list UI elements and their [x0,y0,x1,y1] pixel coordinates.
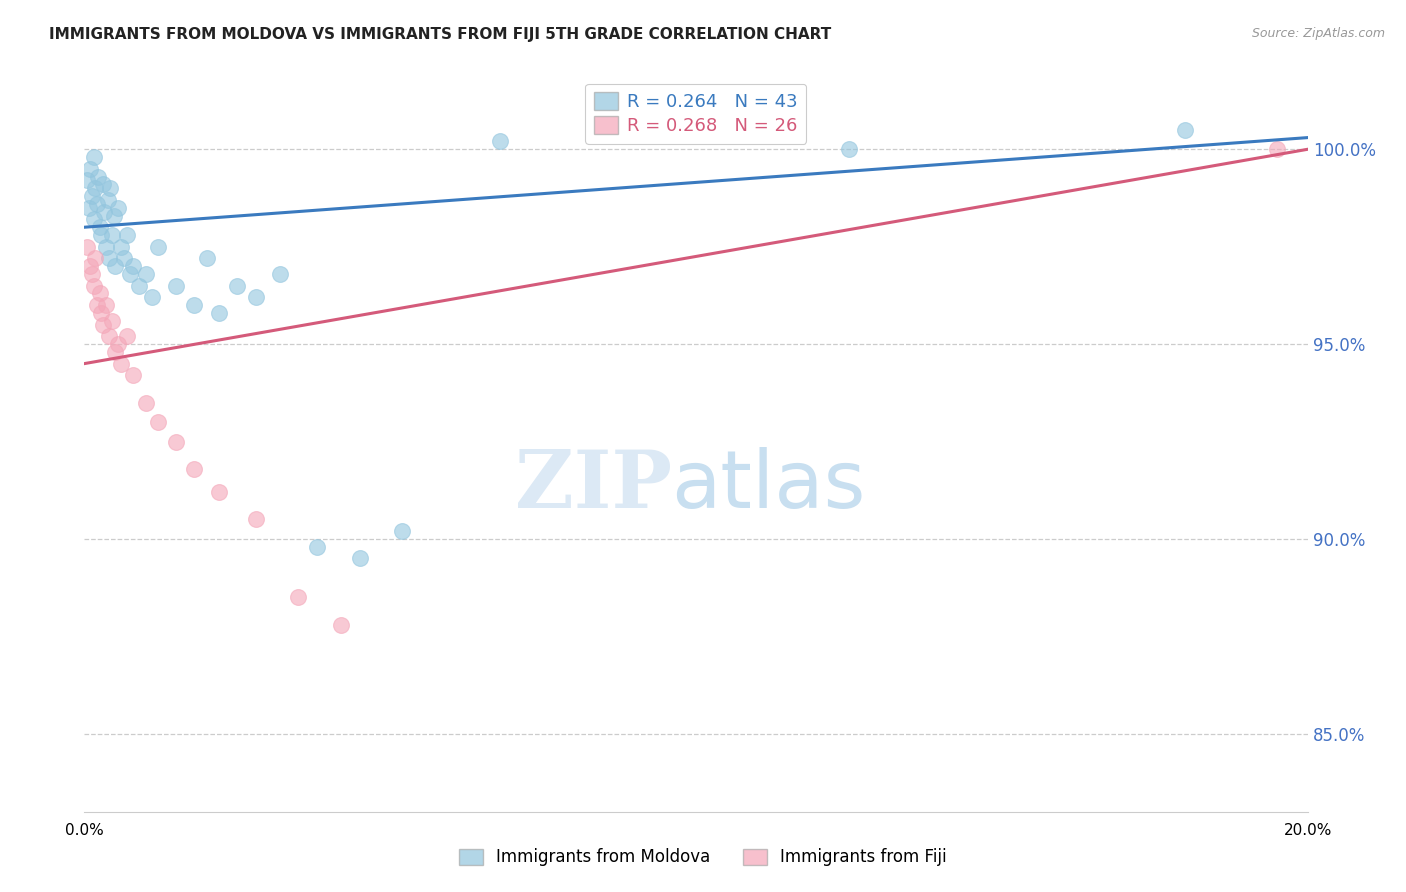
Point [94,240,117,254]
Point [97,329,120,343]
Point [77,201,100,215]
Legend: Immigrants from Moldova, Immigrants from Fiji: Immigrants from Moldova, Immigrants from… [451,840,955,875]
Point [80,189,103,203]
Text: ZIP: ZIP [515,447,672,525]
Point [104,259,127,273]
Point [112,252,135,266]
Point [195,252,218,266]
Point [165,278,187,293]
Point [489,135,512,149]
Point [89,286,111,301]
Text: Source: ZipAtlas.com: Source: ZipAtlas.com [1251,27,1385,40]
Point [90,227,112,242]
Point [79,161,101,176]
Point [84,181,107,195]
Point [76,240,98,254]
Point [107,201,129,215]
Text: 20.0%: 20.0% [1284,823,1331,838]
Point [208,306,231,320]
Point [87,169,110,184]
Point [76,173,98,187]
Point [208,485,231,500]
Point [80,267,103,281]
Point [245,290,267,304]
Point [135,267,157,281]
Point [104,345,127,359]
Point [83,278,105,293]
Text: IMMIGRANTS FROM MOLDOVA VS IMMIGRANTS FROM FIJI 5TH GRADE CORRELATION CHART: IMMIGRANTS FROM MOLDOVA VS IMMIGRANTS FR… [49,27,831,42]
Point [97,193,120,207]
Point [120,267,142,281]
Point [122,259,145,273]
Point [107,337,129,351]
Point [79,259,101,273]
Point [330,617,353,632]
Point [141,290,163,304]
Text: 0.0%: 0.0% [65,823,104,838]
Point [183,298,205,312]
Point [90,306,112,320]
Point [391,524,413,538]
Point [103,209,125,223]
Point [110,357,132,371]
Point [1174,123,1197,137]
Point [135,395,157,409]
Point [110,240,132,254]
Point [98,181,121,195]
Legend: R = 0.264   N = 43, R = 0.268   N = 26: R = 0.264 N = 43, R = 0.268 N = 26 [585,84,807,144]
Point [146,240,169,254]
Point [287,591,309,605]
Point [97,252,120,266]
Point [91,318,114,332]
Point [83,212,105,227]
Point [269,267,291,281]
Point [93,204,115,219]
Point [349,551,371,566]
Point [115,329,138,343]
Point [165,434,187,449]
Point [101,227,124,242]
Point [89,220,111,235]
Point [86,298,108,312]
Point [1265,142,1288,156]
Point [122,368,145,383]
Point [86,197,108,211]
Point [84,252,107,266]
Point [94,298,117,312]
Point [128,278,150,293]
Text: atlas: atlas [672,447,866,525]
Point [245,512,267,526]
Point [305,540,328,554]
Point [83,150,105,164]
Point [91,178,114,192]
Point [146,415,169,429]
Point [101,314,124,328]
Point [183,462,205,476]
Point [115,227,138,242]
Point [838,142,860,156]
Point [226,278,249,293]
